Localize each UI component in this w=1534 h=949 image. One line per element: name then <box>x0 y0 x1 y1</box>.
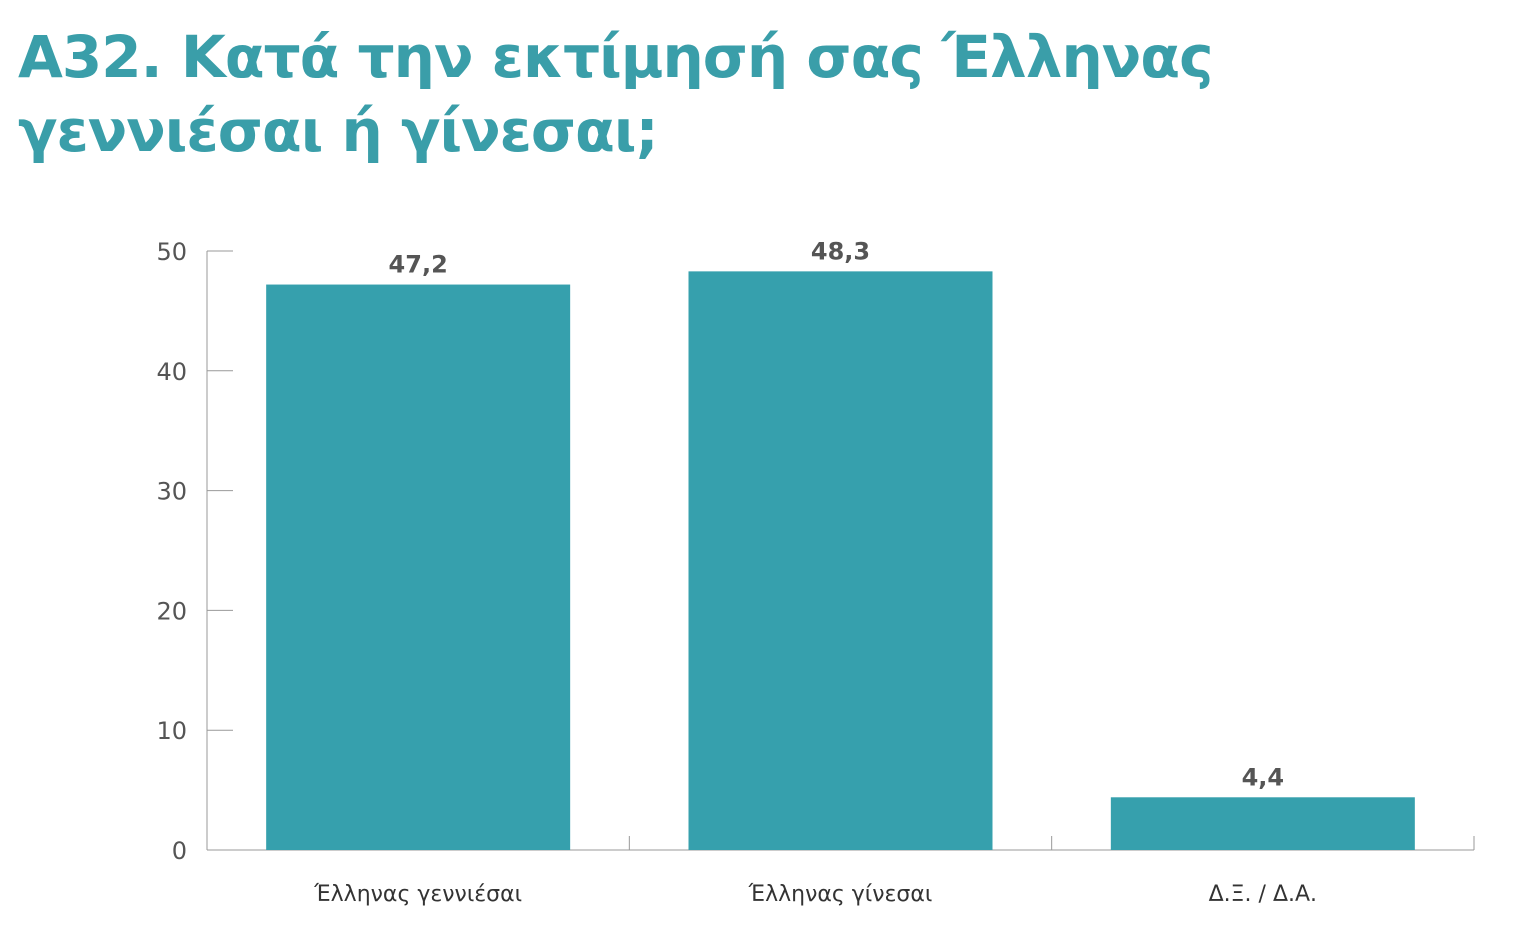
y-axis: 0 10 20 30 40 50 <box>156 238 233 865</box>
data-label: 47,2 <box>389 251 448 279</box>
y-tick-label: 20 <box>156 597 187 625</box>
bar <box>688 271 993 851</box>
y-tick-label: 0 <box>172 837 187 865</box>
y-tick-label: 10 <box>156 717 187 745</box>
data-label: 4,4 <box>1242 763 1285 791</box>
chart-title: A32. Κατά την εκτίμησή σας Έλληνας γεννι… <box>18 23 1213 165</box>
y-tick-label: 30 <box>156 478 187 506</box>
category-labels: Έλληνας γεννιέσαι Έλληνας γίνεσαι Δ.Ξ. / Δ… <box>313 882 1317 907</box>
category-label: Έλληνας γεννιέσαι <box>313 882 522 907</box>
data-labels: 47,2 48,3 4,4 <box>389 237 1285 791</box>
data-label: 48,3 <box>811 237 870 265</box>
bar <box>266 284 571 850</box>
y-tick-label: 40 <box>156 358 187 386</box>
category-label: Δ.Ξ. / Δ.Α. <box>1209 882 1317 907</box>
category-label: Έλληνας γίνεσαι <box>748 882 933 907</box>
bar <box>1110 797 1415 850</box>
bars <box>266 271 1415 851</box>
y-tick-label: 50 <box>156 238 187 266</box>
